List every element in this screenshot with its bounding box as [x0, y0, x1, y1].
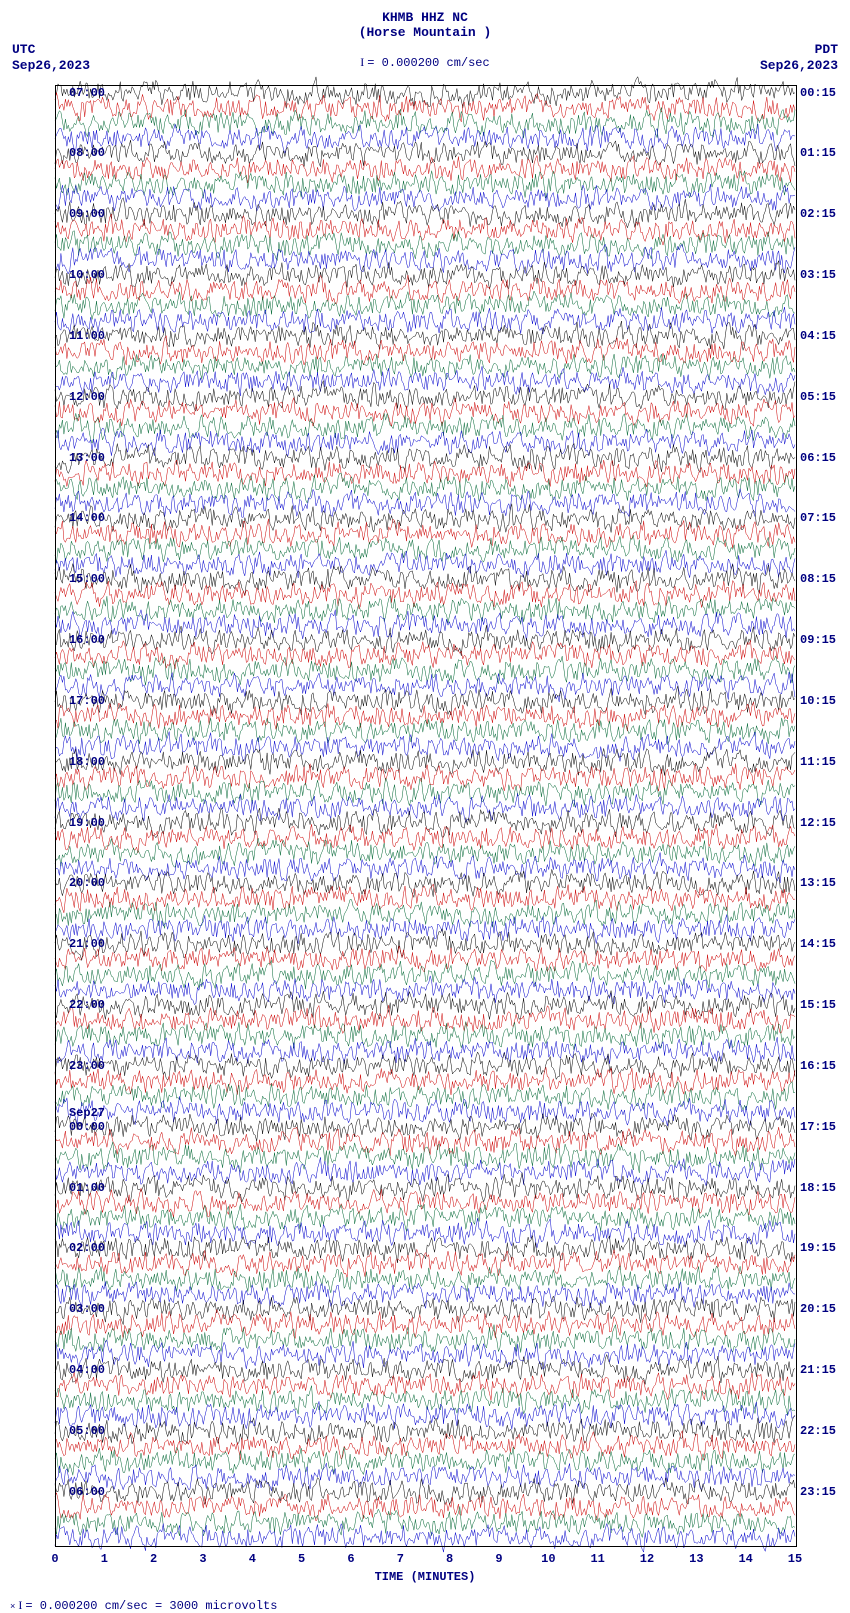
pdt-hour-label: 20:15	[800, 1302, 836, 1316]
utc-hour-label: 14:00	[69, 511, 105, 525]
pdt-hour-label: 09:15	[800, 633, 836, 647]
x-tick: 5	[298, 1552, 305, 1566]
footer-scale: × I = 0.000200 cm/sec = 3000 microvolts	[10, 1598, 277, 1613]
utc-hour-label: 04:00	[69, 1363, 105, 1377]
helicorder-plot	[55, 85, 795, 1545]
x-tick: 6	[347, 1552, 354, 1566]
utc-hour-label: 08:00	[69, 146, 105, 160]
x-axis: 0123456789101112131415	[55, 1552, 795, 1572]
footer-text: = 0.000200 cm/sec = 3000 microvolts	[25, 1599, 277, 1613]
utc-hour-label: 23:00	[69, 1059, 105, 1073]
utc-hour-label: 12:00	[69, 390, 105, 404]
station-name: (Horse Mountain )	[0, 25, 850, 40]
pdt-hour-label: 23:15	[800, 1485, 836, 1499]
pdt-hour-label: 04:15	[800, 329, 836, 343]
utc-hour-label: 05:00	[69, 1424, 105, 1438]
utc-hour-label: 13:00	[69, 451, 105, 465]
timezone-right: PDT	[815, 42, 838, 57]
scale-text: = 0.000200 cm/sec	[367, 56, 489, 70]
utc-hour-label: 18:00	[69, 755, 105, 769]
utc-hour-label: 21:00	[69, 937, 105, 951]
pdt-hour-label: 02:15	[800, 207, 836, 221]
x-tick: 9	[495, 1552, 502, 1566]
chart-title: KHMB HHZ NC (Horse Mountain )	[0, 10, 850, 40]
date-left: Sep26,2023	[12, 58, 90, 73]
utc-hour-label: 22:00	[69, 998, 105, 1012]
pdt-hour-label: 16:15	[800, 1059, 836, 1073]
pdt-hour-label: 10:15	[800, 694, 836, 708]
utc-hour-label: 16:00	[69, 633, 105, 647]
utc-hour-label: 10:00	[69, 268, 105, 282]
scale-indicator: I = 0.000200 cm/sec	[0, 55, 850, 70]
x-tick: 10	[541, 1552, 555, 1566]
utc-hour-label: 00:00	[69, 1120, 105, 1134]
x-tick: 7	[397, 1552, 404, 1566]
utc-hour-label: 06:00	[69, 1485, 105, 1499]
pdt-hour-label: 15:15	[800, 998, 836, 1012]
pdt-hour-label: 05:15	[800, 390, 836, 404]
x-tick: 15	[788, 1552, 802, 1566]
utc-hour-label: 09:00	[69, 207, 105, 221]
pdt-hour-label: 14:15	[800, 937, 836, 951]
x-tick: 14	[738, 1552, 752, 1566]
pdt-hour-label: 08:15	[800, 572, 836, 586]
date-right: Sep26,2023	[760, 58, 838, 73]
x-tick: 8	[446, 1552, 453, 1566]
utc-hour-label: 20:00	[69, 876, 105, 890]
utc-hour-label: 02:00	[69, 1241, 105, 1255]
day-break-label: Sep27	[69, 1106, 105, 1120]
pdt-hour-label: 03:15	[800, 268, 836, 282]
pdt-hour-label: 01:15	[800, 146, 836, 160]
utc-hour-label: 15:00	[69, 572, 105, 586]
station-code: KHMB HHZ NC	[0, 10, 850, 25]
pdt-hour-label: 00:15	[800, 86, 836, 100]
x-tick: 1	[101, 1552, 108, 1566]
utc-hour-label: 11:00	[69, 329, 105, 343]
pdt-hour-label: 17:15	[800, 1120, 836, 1134]
pdt-hour-label: 19:15	[800, 1241, 836, 1255]
helicorder-container: KHMB HHZ NC (Horse Mountain ) I = 0.0002…	[0, 0, 850, 1613]
x-tick: 11	[590, 1552, 604, 1566]
x-tick: 0	[51, 1552, 58, 1566]
x-tick: 4	[249, 1552, 256, 1566]
pdt-hour-label: 06:15	[800, 451, 836, 465]
pdt-hour-label: 13:15	[800, 876, 836, 890]
utc-hour-label: 17:00	[69, 694, 105, 708]
pdt-hour-label: 18:15	[800, 1181, 836, 1195]
x-axis-title: TIME (MINUTES)	[0, 1570, 850, 1584]
pdt-hour-label: 22:15	[800, 1424, 836, 1438]
utc-hour-label: 19:00	[69, 816, 105, 830]
utc-hour-label: 01:00	[69, 1181, 105, 1195]
pdt-hour-label: 21:15	[800, 1363, 836, 1377]
utc-hour-label: 03:00	[69, 1302, 105, 1316]
seismic-trace	[55, 85, 795, 1545]
pdt-hour-label: 11:15	[800, 755, 836, 769]
pdt-hour-label: 07:15	[800, 511, 836, 525]
x-tick: 3	[199, 1552, 206, 1566]
x-tick: 2	[150, 1552, 157, 1566]
utc-hour-label: 07:00	[69, 86, 105, 100]
pdt-hour-label: 12:15	[800, 816, 836, 830]
x-tick: 13	[689, 1552, 703, 1566]
x-tick: 12	[640, 1552, 654, 1566]
timezone-left: UTC	[12, 42, 35, 57]
